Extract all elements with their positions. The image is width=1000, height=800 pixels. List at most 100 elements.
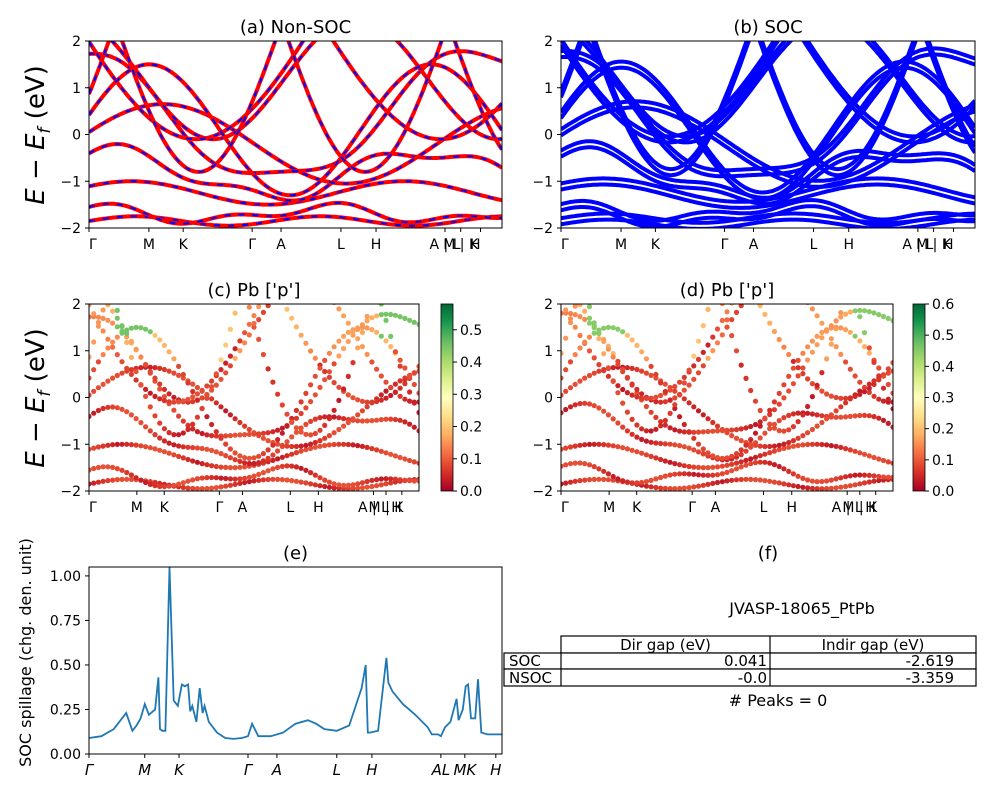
scatter-point bbox=[133, 377, 139, 383]
scatter-point bbox=[147, 428, 153, 434]
scatter-point bbox=[719, 428, 725, 434]
scatter-point bbox=[105, 478, 111, 484]
scatter-point bbox=[876, 373, 882, 379]
scatter-point bbox=[402, 456, 408, 462]
scatter-point bbox=[312, 472, 318, 478]
scatter-point bbox=[251, 431, 257, 437]
scatter-point bbox=[653, 371, 659, 378]
y-tick-label: 0 bbox=[544, 128, 553, 144]
scatter-point bbox=[279, 402, 285, 408]
scatter-point bbox=[383, 481, 389, 487]
scatter-point bbox=[119, 324, 125, 330]
scatter-point bbox=[341, 386, 347, 392]
scatter-point bbox=[866, 350, 872, 356]
scatter-point bbox=[128, 367, 134, 373]
x-tick-label: A | L bbox=[358, 500, 389, 516]
scatter-point bbox=[133, 475, 139, 481]
scatter-point bbox=[833, 344, 839, 350]
scatter-point bbox=[643, 356, 650, 362]
scatter-point bbox=[350, 486, 356, 491]
scatter-point bbox=[392, 389, 398, 395]
scatter-point bbox=[790, 443, 797, 449]
scatter-point bbox=[601, 325, 607, 331]
scatter-point bbox=[658, 399, 664, 405]
scatter-point bbox=[190, 477, 196, 483]
scatter-point bbox=[824, 391, 830, 397]
scatter-point bbox=[876, 456, 882, 462]
scatter-point bbox=[227, 363, 233, 369]
scatter-point bbox=[729, 453, 735, 459]
scatter-point bbox=[871, 454, 877, 461]
scatter-point bbox=[336, 338, 342, 344]
scatter-point bbox=[890, 460, 893, 466]
scatter-point bbox=[880, 398, 887, 404]
band-line-dashed bbox=[89, 103, 502, 185]
scatter-point bbox=[374, 398, 380, 405]
scatter-point bbox=[624, 390, 631, 396]
scatter-point bbox=[672, 395, 678, 401]
scatter-points bbox=[89, 304, 419, 491]
x-tick-label: A bbox=[749, 237, 759, 253]
colorbar-tick-label: 0.3 bbox=[460, 387, 482, 403]
scatter-point bbox=[653, 440, 659, 446]
scatter-point bbox=[809, 338, 816, 344]
scatter-point bbox=[757, 459, 763, 465]
scatter-point bbox=[275, 391, 281, 397]
scatter-point bbox=[143, 326, 149, 332]
scatter-point bbox=[91, 465, 97, 472]
colorbar-tick-label: 0.2 bbox=[460, 420, 482, 436]
scatter-point bbox=[345, 329, 351, 335]
colorbar-tick-label: 0.4 bbox=[932, 359, 954, 375]
scatter-point bbox=[397, 363, 403, 369]
scatter-point bbox=[819, 388, 825, 394]
scatter-point bbox=[601, 442, 607, 448]
scatter-point bbox=[223, 408, 229, 414]
scatter-point bbox=[843, 474, 849, 480]
scatter-point bbox=[805, 485, 811, 491]
scatter-point bbox=[890, 406, 893, 412]
scatter-point bbox=[596, 476, 602, 482]
scatter-point bbox=[251, 313, 257, 319]
scatter-point bbox=[738, 362, 744, 368]
scatter-point bbox=[246, 426, 252, 433]
scatter-point bbox=[795, 419, 801, 425]
band-line bbox=[89, 41, 502, 142]
scatter-point bbox=[561, 375, 564, 381]
scatter-point bbox=[667, 387, 673, 393]
scatter-point bbox=[786, 468, 792, 474]
scatter-point bbox=[819, 441, 825, 448]
scatter-point bbox=[251, 324, 257, 330]
scatter-point bbox=[752, 454, 759, 460]
scatter-point bbox=[681, 396, 687, 402]
scatter-point bbox=[705, 481, 711, 487]
x-tick-label: H bbox=[470, 237, 481, 253]
scatter-point bbox=[743, 425, 749, 431]
scatter-point bbox=[610, 378, 616, 384]
scatter-point bbox=[586, 334, 593, 340]
scatter-point bbox=[275, 437, 281, 443]
scatter-point bbox=[397, 314, 403, 320]
scatter-point bbox=[880, 417, 887, 423]
scatter-point bbox=[152, 365, 158, 371]
scatter-point bbox=[700, 465, 706, 471]
scatter-point bbox=[237, 419, 243, 426]
scatter-point bbox=[336, 397, 342, 403]
scatter-point bbox=[341, 416, 347, 422]
scatter-point bbox=[681, 485, 687, 491]
scatter-point bbox=[691, 435, 697, 441]
scatter-point bbox=[843, 395, 849, 401]
scatter-point bbox=[677, 471, 683, 477]
scatter-point bbox=[275, 476, 281, 482]
scatter-point bbox=[714, 428, 721, 434]
y-tick-label: 1 bbox=[72, 81, 81, 97]
scatter-point bbox=[331, 441, 337, 448]
scatter-point bbox=[781, 344, 787, 350]
x-tick-label: M bbox=[143, 237, 155, 253]
scatter-point bbox=[795, 435, 801, 441]
scatter-point bbox=[748, 461, 754, 467]
scatter-point bbox=[256, 336, 262, 342]
scatter-point bbox=[143, 361, 149, 368]
scatter-point bbox=[828, 341, 834, 347]
scatter-point bbox=[857, 450, 863, 456]
scatter-point bbox=[781, 415, 787, 421]
